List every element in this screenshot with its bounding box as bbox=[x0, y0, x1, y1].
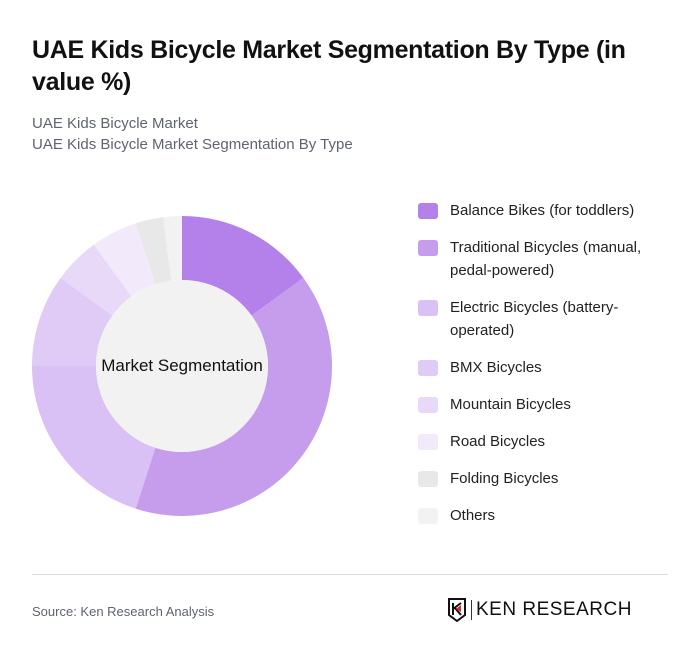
subtitle-segmentation: UAE Kids Bicycle Market Segmentation By … bbox=[32, 136, 353, 153]
subtitle: UAE Kids Bicycle Market UAE Kids Bicycle… bbox=[32, 113, 353, 155]
ken-research-logo: KEN RESEARCH bbox=[447, 598, 632, 622]
legend-label: Electric Bicycles (battery-operated) bbox=[450, 299, 619, 339]
legend-swatch-icon bbox=[418, 508, 438, 524]
page-title: UAE Kids Bicycle Market Segmentation By … bbox=[32, 36, 626, 96]
legend-swatch-icon bbox=[418, 360, 438, 376]
legend-item[interactable]: Balance Bikes (for toddlers) bbox=[418, 199, 678, 222]
legend-item[interactable]: Others bbox=[418, 504, 678, 527]
chart-legend: Balance Bikes (for toddlers) Traditional … bbox=[418, 199, 678, 541]
donut-segment-others[interactable] bbox=[163, 216, 182, 281]
legend-swatch-icon bbox=[418, 397, 438, 413]
footer-divider bbox=[32, 574, 668, 575]
legend-item[interactable]: Electric Bicycles (battery-operated) bbox=[418, 296, 678, 342]
donut-segment-balance-bikes-for-toddlers[interactable] bbox=[182, 216, 304, 316]
ken-research-shield-icon bbox=[448, 598, 466, 622]
legend-item[interactable]: Traditional Bicycles (manual, pedal-powe… bbox=[418, 236, 678, 282]
legend-label: Mountain Bicycles bbox=[450, 396, 571, 413]
donut-segment-electric-bicycles-battery-operated[interactable] bbox=[32, 366, 156, 509]
logo-text: KEN RESEARCH bbox=[476, 599, 632, 620]
donut-segment-bmx-bicycles[interactable] bbox=[32, 277, 113, 366]
legend-item[interactable]: Folding Bicycles bbox=[418, 467, 678, 490]
legend-label: Balance Bikes (for toddlers) bbox=[450, 202, 635, 219]
donut-segment-road-bicycles[interactable] bbox=[93, 223, 156, 297]
subtitle-market: UAE Kids Bicycle Market bbox=[32, 115, 198, 132]
legend-label: Road Bicycles bbox=[450, 433, 546, 450]
legend-swatch-icon bbox=[418, 300, 438, 316]
legend-item[interactable]: Mountain Bicycles bbox=[418, 393, 678, 416]
legend-label: Folding Bicycles bbox=[450, 470, 559, 487]
legend-swatch-icon bbox=[418, 471, 438, 487]
legend-swatch-icon bbox=[418, 240, 438, 256]
logo-separator bbox=[471, 600, 472, 620]
donut-segment-mountain-bicycles[interactable] bbox=[60, 244, 132, 316]
donut-segment-folding-bicycles[interactable] bbox=[135, 217, 172, 285]
legend-item[interactable]: BMX Bicycles bbox=[418, 356, 678, 379]
legend-swatch-icon bbox=[418, 434, 438, 450]
legend-label: Traditional Bicycles (manual, pedal-powe… bbox=[450, 239, 642, 279]
source-note: Source: Ken Research Analysis bbox=[32, 604, 215, 619]
legend-label: BMX Bicycles bbox=[450, 359, 542, 376]
legend-item[interactable]: Road Bicycles bbox=[418, 430, 678, 453]
legend-swatch-icon bbox=[418, 203, 438, 219]
donut-hole bbox=[96, 280, 268, 452]
legend-label: Others bbox=[450, 507, 496, 524]
donut-segment-traditional-bicycles-manual-pedal-powered[interactable] bbox=[135, 277, 332, 516]
donut-chart bbox=[32, 216, 332, 516]
